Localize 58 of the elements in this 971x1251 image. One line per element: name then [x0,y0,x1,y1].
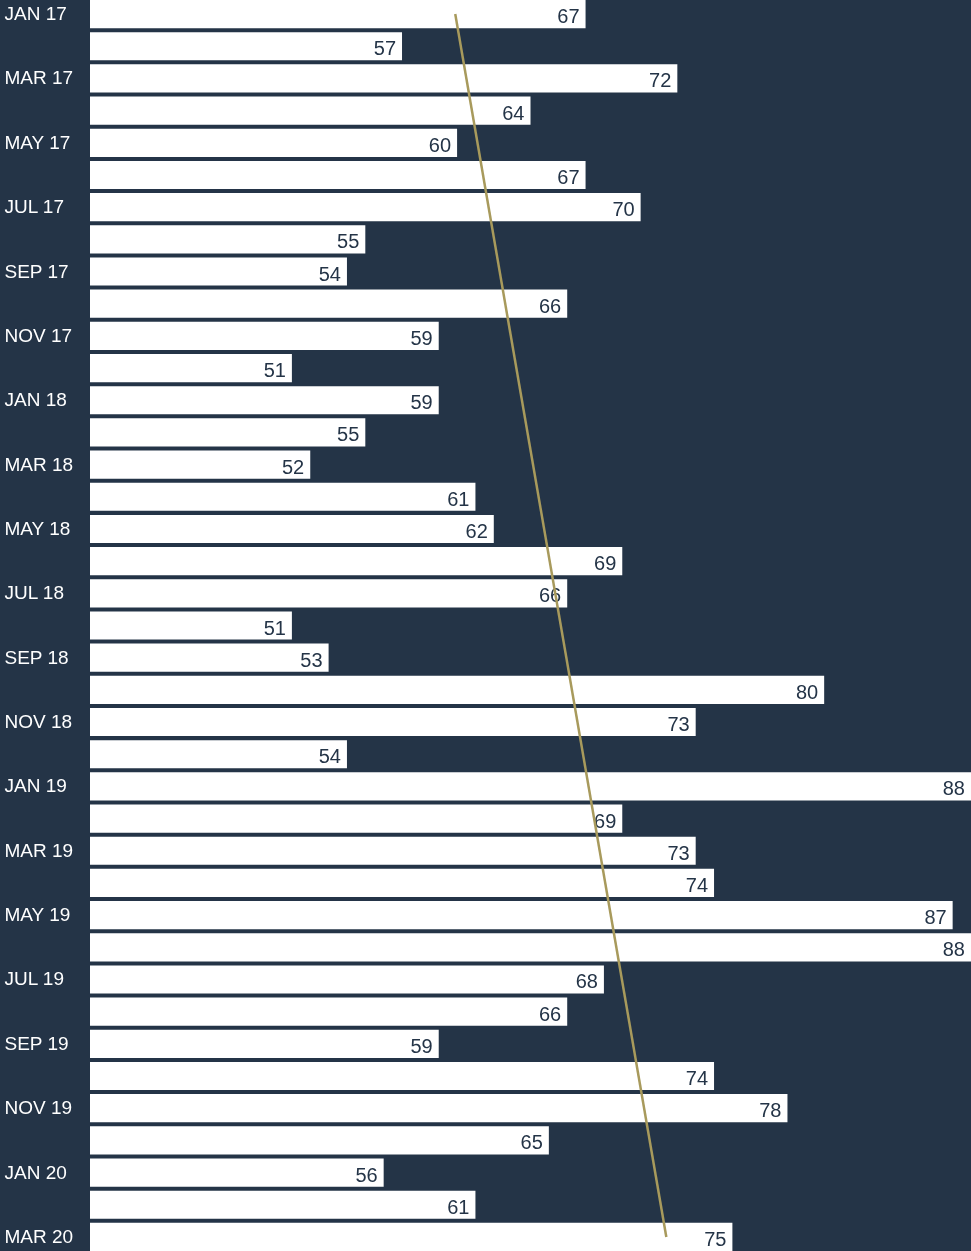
data-label: 56 [355,1163,378,1186]
data-label: 61 [447,1195,470,1218]
data-label: 70 [612,198,635,221]
y-tick-label: SEP 17 [4,260,69,282]
data-label: 61 [447,487,470,510]
y-tick-label: SEP 18 [4,646,69,668]
data-label: 59 [410,1034,433,1057]
data-label: 68 [575,970,598,993]
y-tick-label: NOV 18 [4,711,73,733]
data-label: 57 [373,37,397,60]
data-label: 67 [557,165,580,188]
y-tick-label: JUL 19 [4,968,64,990]
y-tick-label: JAN 20 [4,1161,67,1183]
data-label: 55 [337,423,360,446]
y-tick-label: MAR 18 [4,453,74,475]
y-tick-label: JUL 18 [4,582,64,604]
y-tick-label: MAY 18 [4,517,71,539]
data-label: 78 [759,1099,782,1122]
y-tick-label: MAR 17 [4,67,74,89]
data-label: 69 [594,809,617,832]
data-label: 55 [337,230,360,253]
data-label: 74 [685,873,709,896]
data-label: 59 [410,326,433,349]
data-label: 75 [704,1227,727,1250]
y-tick-label: NOV 19 [4,1097,73,1119]
data-label: 88 [942,777,965,800]
y-tick-label: MAR 19 [4,839,74,861]
data-label: 51 [263,616,286,639]
y-tick-label: MAY 19 [4,904,71,926]
data-label: 60 [428,133,452,156]
data-label: 80 [795,680,819,703]
data-label: 54 [318,262,341,285]
y-tick-label: NOV 17 [4,324,73,346]
data-label: 64 [502,101,525,124]
data-label: 69 [594,552,617,575]
data-label: 67 [557,5,580,28]
y-tick-label: JAN 19 [4,775,67,797]
data-label: 74 [685,1067,709,1090]
data-label: 66 [538,1002,562,1025]
y-tick-label: MAY 17 [4,131,71,153]
data-label: 73 [667,713,690,736]
data-label: 73 [667,841,690,864]
data-label: 53 [300,648,323,671]
y-tick-label: SEP 19 [4,1032,69,1054]
y-tick-label: MAR 20 [4,1225,74,1247]
data-label: 51 [263,359,286,382]
data-label: 54 [318,745,341,768]
data-label: 59 [410,391,433,414]
y-tick-label: JUL 17 [4,196,64,218]
data-label: 65 [520,1131,543,1154]
y-tick-label: JAN 17 [4,3,67,25]
data-label: 62 [465,519,488,542]
y-tick-label: JAN 18 [4,389,67,411]
data-label: 72 [649,69,672,92]
data-label: 87 [924,906,947,929]
data-label: 66 [538,294,562,317]
data-label: 88 [942,938,965,961]
data-label: 52 [282,455,305,478]
